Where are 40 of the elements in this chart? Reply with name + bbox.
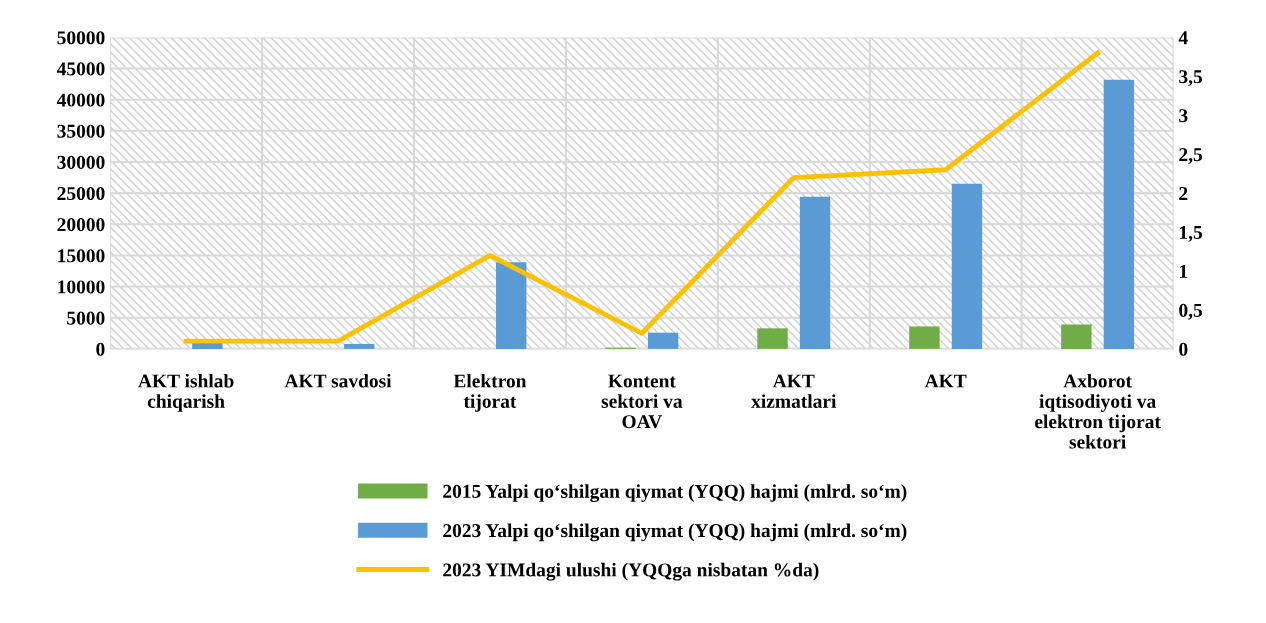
bar	[951, 183, 983, 349]
x-tick-label: Axborot iqtisodiyoti va elektron tijorat sektori	[1035, 373, 1161, 449]
y-tick-label: 10000	[58, 280, 105, 294]
legend-label: 2023 Yalpi qo‘shilgan qiymat (YQQ) hajmi (mlrd. so‘m)	[443, 523, 907, 542]
bar	[909, 326, 940, 349]
y-tick-label: 15000	[58, 249, 105, 263]
line-series	[183, 50, 1101, 344]
legend-label: 2015 Yalpi qo‘shilgan qiymat (YQQ) hajmi (mlrd. so‘m)	[443, 484, 907, 502]
y-tick-label: 25000	[57, 186, 105, 201]
y2-tick-label: 2	[1179, 187, 1188, 200]
y-tick-label: 45000	[56, 62, 105, 76]
y2-tick-label: 3,5	[1179, 70, 1203, 87]
x-tick-label: AKT savdosi	[284, 373, 392, 388]
y2-tick-label: 1	[1180, 264, 1188, 278]
y2-tick-label: 2,5	[1179, 148, 1203, 164]
legend-label: 2023 YIMdagi ulushi (YQQga nisbatan %da)	[443, 562, 819, 581]
y-tick-label: 40000	[56, 93, 105, 107]
y-tick-label: 30000	[57, 155, 105, 169]
y2-tick-label: 0,5	[1179, 303, 1203, 320]
x-tick-label: AKT	[924, 374, 967, 388]
x-tick-label: Kontent sektori va OAV	[601, 374, 683, 429]
y-tick-label: 0	[96, 342, 105, 356]
y-tick-label: 20000	[57, 218, 105, 232]
y2-tick-label: 0	[1179, 342, 1188, 356]
bar	[496, 262, 527, 349]
bar	[799, 196, 831, 349]
y2-tick-label: 4	[1178, 31, 1188, 45]
x-tick-label: AKT ishlab chiqarish	[138, 373, 234, 412]
bar	[344, 343, 375, 349]
y-tick-label: 35000	[57, 124, 105, 138]
y2-tick-label: 1,5	[1180, 225, 1203, 242]
bar	[757, 328, 788, 349]
y2-tick-label: 3	[1179, 109, 1188, 123]
y-tick-label: 50000	[57, 31, 105, 45]
x-tick-label: AKT xizmatlari	[751, 374, 837, 408]
bar	[1103, 79, 1135, 349]
y-tick-label: 5000	[67, 311, 105, 325]
x-tick-label: Elektron tijorat	[453, 373, 527, 412]
bar	[647, 332, 679, 349]
bar	[1061, 324, 1092, 349]
